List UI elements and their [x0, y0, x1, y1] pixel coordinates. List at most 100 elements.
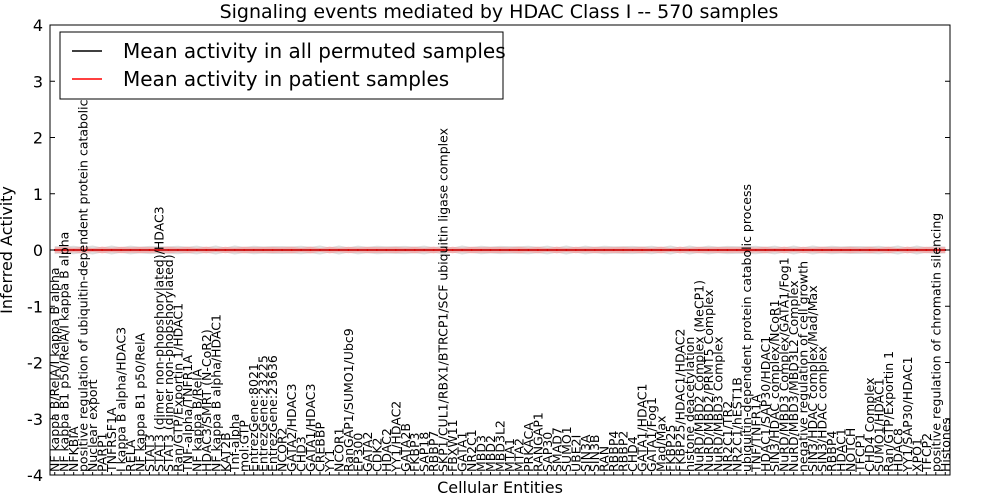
- x-tick-label: NCOR2: [275, 427, 290, 472]
- x-tick-label: SMAD7: [549, 427, 564, 472]
- data-point: [840, 249, 842, 251]
- data-point: [214, 249, 217, 251]
- x-tick-label: EntrezGene:23636: [265, 355, 280, 472]
- data-point: [262, 249, 265, 251]
- x-tick-label: SKP1/CUL1/RBX1/BTRCP1/SCF ubiquitin liga…: [436, 128, 451, 472]
- x-tick-label: TNFRSF1A: [104, 407, 119, 473]
- x-tick-label: MBD2: [483, 435, 498, 472]
- y-tick-label: -2: [27, 354, 43, 373]
- y-tick-label: 1: [33, 185, 43, 204]
- data-point: [404, 249, 407, 251]
- data-point: [726, 249, 729, 251]
- x-tick-label: YY1/SAP30/HDAC1: [900, 356, 915, 473]
- data-point: [177, 249, 179, 251]
- data-point: [110, 249, 113, 251]
- data-point: [925, 249, 928, 251]
- y-tick-label: 0: [33, 241, 43, 260]
- x-tick-label: NR2C1/hEST1B: [729, 377, 744, 472]
- x-tick-label: NR2C1: [464, 429, 479, 472]
- data-point: [233, 249, 236, 251]
- data-point: [773, 249, 776, 251]
- legend-label-permuted: Mean activity in all permuted samples: [123, 39, 506, 63]
- data-point: [63, 249, 66, 251]
- x-tick-label: SUMO1/HDAC1: [871, 378, 886, 472]
- x-tick-label: SIN3/HDAC complex/NCoR1: [767, 299, 782, 472]
- x-tick-label: mol:GTP: [237, 420, 252, 472]
- data-point: [830, 249, 833, 251]
- data-point: [518, 249, 520, 251]
- x-tick-label: EP300: [350, 433, 365, 472]
- data-point: [915, 249, 918, 251]
- data-point: [868, 249, 871, 251]
- y-tick-label: 4: [33, 16, 43, 35]
- x-tick-label: HDAC8: [890, 428, 905, 472]
- data-point: [281, 249, 283, 251]
- x-tick-label: NuRD/MBD3 Complex/GATA1/Fog1: [777, 257, 792, 472]
- data-point: [707, 249, 710, 251]
- x-tick-label: Nuclear export: [85, 379, 100, 472]
- x-tick-label: FBXW11: [445, 419, 460, 472]
- x-tick-label: CREBBP: [313, 422, 328, 472]
- x-tick-label: YY1/HDAC2: [388, 401, 403, 473]
- data-point: [622, 249, 625, 251]
- x-tick-label: RBBP7: [426, 431, 441, 472]
- data-point: [338, 249, 340, 251]
- data-point: [745, 249, 748, 251]
- x-tick-label: GATA2: [360, 432, 375, 472]
- x-tick-label: NF kappa B1 p50/RelA/I kappa B alpha: [57, 232, 72, 472]
- data-point: [717, 249, 719, 251]
- data-point: [574, 249, 577, 251]
- data-point: [423, 249, 426, 251]
- x-tick-label: NCOR1: [331, 427, 346, 472]
- data-point: [167, 249, 170, 251]
- data-point: [612, 249, 615, 251]
- x-tick-label: Ran/GTP/Exportin 1: [881, 351, 896, 472]
- data-point: [906, 249, 909, 251]
- x-tick-label: UBE2I: [568, 435, 583, 472]
- data-point: [669, 249, 672, 251]
- data-point: [432, 249, 435, 251]
- x-tick-label: I kappa B alpha/HDAC3: [114, 327, 129, 472]
- x-tick-label: RBBP4: [824, 431, 839, 472]
- x-tick-label: MBD3L2: [493, 420, 508, 472]
- data-point: [641, 249, 643, 251]
- data-point: [158, 249, 160, 251]
- x-tick-label: HDAC1/SAP30/HDAC1: [758, 336, 773, 472]
- x-tick-label: MTA1: [502, 438, 517, 472]
- x-axis-label: Cellular Entities: [437, 478, 563, 497]
- x-tick-label: NF kappa B1 p50/RelA: [133, 332, 148, 472]
- y-tick-label: -1: [27, 297, 43, 316]
- data-point: [357, 249, 359, 251]
- data-point: [735, 249, 738, 251]
- data-point: [300, 249, 302, 251]
- data-point: [499, 249, 501, 251]
- data-point: [878, 249, 880, 251]
- x-tick-label: SIN3A: [578, 434, 593, 472]
- data-point: [811, 249, 814, 251]
- x-tick-label: NOTCH: [843, 428, 858, 472]
- y-axis-label: Inferred Activity: [0, 186, 16, 314]
- x-tick-label: GATA1/Fog1: [644, 397, 659, 472]
- x-tick-label: YY1: [322, 449, 337, 473]
- data-point: [82, 249, 85, 251]
- x-tick-label: SAP18: [417, 432, 432, 472]
- x-tick-label: HDAC1: [834, 428, 849, 472]
- y-tick-label: -4: [27, 466, 43, 485]
- data-point: [688, 249, 691, 251]
- x-tick-label: PARP1: [95, 433, 110, 472]
- x-tick-label: SAP30: [540, 432, 555, 472]
- x-tick-label: RELA: [123, 439, 138, 472]
- x-tick-label: TNF-alpha/TNFR1A: [180, 355, 195, 473]
- y-tick-label: 3: [33, 72, 43, 91]
- data-point: [451, 249, 454, 251]
- data-point: [385, 249, 388, 251]
- x-tick-label: NF kappa B/RelA: [189, 368, 204, 472]
- x-tick-label: RanGAP1/SUMO1/Ubc9: [341, 328, 356, 472]
- data-point: [821, 249, 823, 251]
- x-tick-label: RBBP2: [616, 431, 631, 472]
- chart-title: Signaling events mediated by HDAC Class …: [220, 1, 779, 23]
- data-point: [129, 249, 132, 251]
- data-point: [783, 249, 786, 251]
- data-point: [319, 249, 321, 251]
- data-point: [480, 249, 482, 251]
